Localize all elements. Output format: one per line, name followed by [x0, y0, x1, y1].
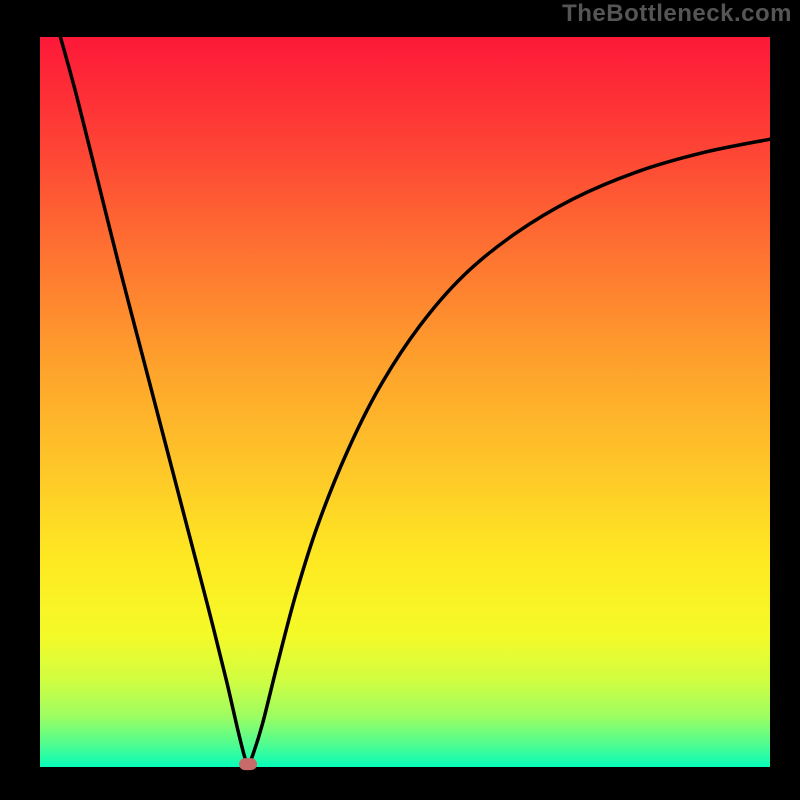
min-marker [239, 758, 257, 770]
plot-area [40, 37, 770, 767]
watermark-text: TheBottleneck.com [562, 0, 792, 28]
chart-container: TheBottleneck.com [0, 0, 800, 800]
chart-svg [0, 0, 800, 800]
